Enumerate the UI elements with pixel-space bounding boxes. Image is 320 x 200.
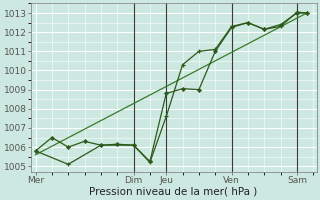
X-axis label: Pression niveau de la mer( hPa ): Pression niveau de la mer( hPa ) [90, 187, 258, 197]
